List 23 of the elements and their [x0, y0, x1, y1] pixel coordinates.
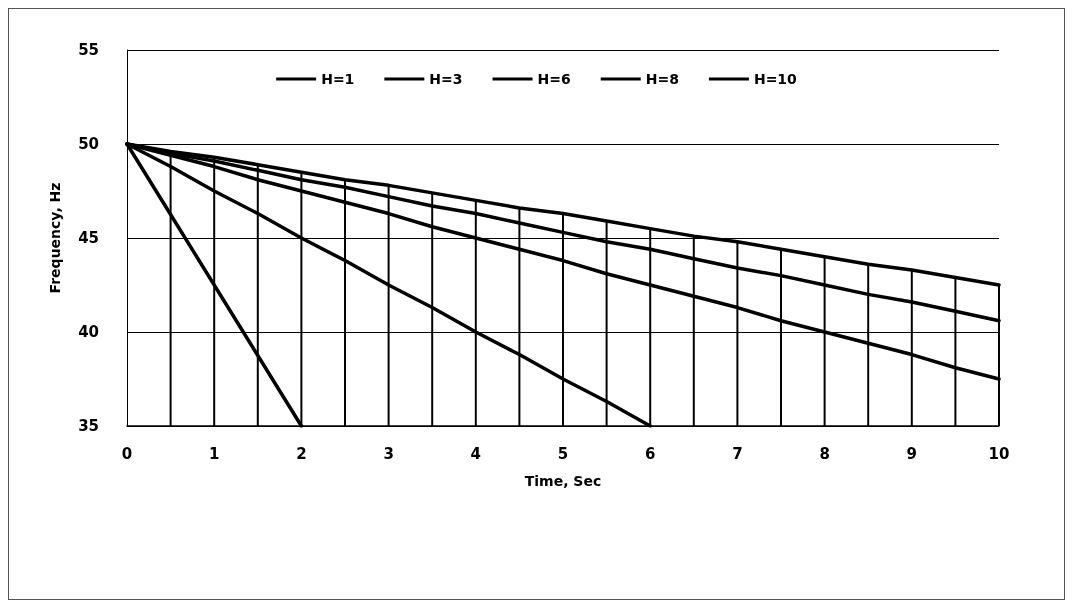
x-tick-label: 2	[296, 444, 307, 463]
x-tick-label: 9	[906, 444, 918, 463]
y-axis-title: Frequency, Hz	[47, 182, 63, 294]
legend-label: H=8	[645, 71, 679, 87]
x-tick-label: 1	[208, 444, 220, 463]
x-tick-label: 8	[819, 444, 830, 463]
x-tick-label: 0	[121, 444, 133, 463]
legend-label: H=10	[753, 71, 798, 87]
y-tick-label: 35	[78, 417, 99, 435]
legend-label: H=3	[429, 71, 463, 87]
y-tick-label: 50	[78, 135, 99, 153]
y-tick-label: 40	[78, 323, 99, 341]
legend-label: H=1	[321, 71, 355, 87]
x-tick-label: 3	[383, 444, 394, 463]
x-tick-label: 5	[557, 444, 569, 463]
y-tick-label: 45	[78, 229, 99, 247]
x-tick-label: 10	[988, 444, 1010, 463]
y-tick-label: 55	[78, 41, 99, 59]
legend-label: H=6	[537, 71, 571, 87]
x-tick-label: 4	[470, 444, 482, 463]
x-tick-label: 6	[644, 444, 656, 463]
x-axis-title: Time, Sec	[524, 473, 602, 489]
x-tick-label: 7	[732, 444, 743, 463]
